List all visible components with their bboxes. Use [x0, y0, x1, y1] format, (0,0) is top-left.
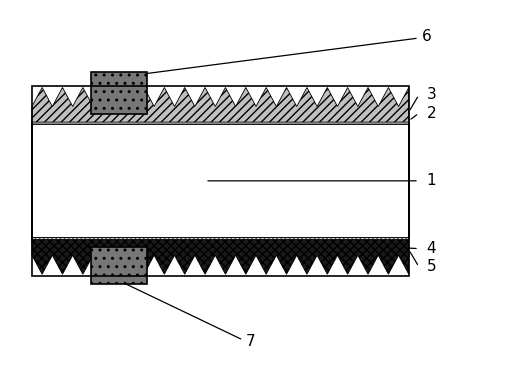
Text: 2: 2: [426, 106, 436, 121]
Polygon shape: [32, 104, 409, 124]
Text: 5: 5: [426, 259, 436, 275]
Text: 1: 1: [426, 173, 436, 188]
Text: 7: 7: [246, 334, 255, 349]
Text: 3: 3: [426, 87, 436, 102]
Bar: [32, 124, 409, 238]
Polygon shape: [32, 87, 409, 122]
Text: 6: 6: [421, 29, 431, 44]
Bar: [91, 72, 146, 114]
Bar: [32, 86, 409, 276]
Text: 4: 4: [426, 241, 436, 256]
Polygon shape: [32, 238, 409, 258]
Polygon shape: [32, 239, 409, 274]
Bar: [91, 248, 146, 284]
